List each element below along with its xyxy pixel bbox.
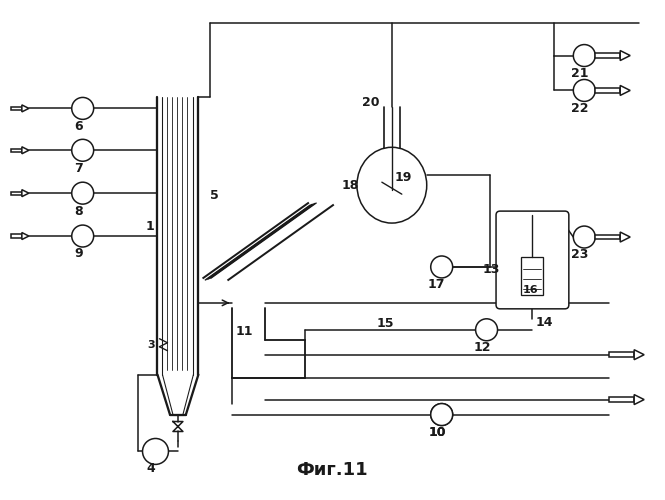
Bar [11,192,22,194]
Text: 13: 13 [482,264,499,276]
Circle shape [573,44,595,66]
Text: 7: 7 [74,162,83,174]
Text: 8: 8 [74,204,83,218]
Bar [11,234,22,238]
Bar [595,54,620,58]
Text: 11: 11 [235,326,253,338]
Text: 23: 23 [571,248,588,262]
Circle shape [573,80,595,102]
Polygon shape [620,232,630,242]
Text: 5: 5 [210,188,219,202]
Text: 20: 20 [362,96,380,109]
Bar [595,235,620,240]
Bar [609,398,634,402]
Text: 3: 3 [148,340,155,349]
Text: 14: 14 [535,316,553,330]
Polygon shape [634,394,644,404]
Circle shape [142,438,168,464]
Polygon shape [22,147,29,154]
Circle shape [72,98,94,120]
Bar [11,148,22,152]
Circle shape [431,404,453,425]
Bar [609,352,634,357]
Text: Фиг.11: Фиг.11 [296,462,368,479]
Circle shape [72,225,94,247]
Bar [11,107,22,110]
Circle shape [431,404,453,425]
Text: 22: 22 [571,102,588,115]
Text: 1: 1 [146,220,154,232]
Text: 4: 4 [146,462,155,475]
Circle shape [72,182,94,204]
Bar [521,257,543,295]
Polygon shape [22,190,29,196]
Text: 10: 10 [429,426,446,439]
Text: 16: 16 [523,285,538,295]
Text: 9: 9 [74,248,83,260]
Circle shape [573,226,595,248]
Ellipse shape [357,148,427,223]
Text: 12: 12 [474,341,491,354]
Polygon shape [22,232,29,239]
Polygon shape [22,105,29,112]
Circle shape [72,140,94,161]
Polygon shape [620,50,630,60]
Text: 6: 6 [74,120,83,133]
Polygon shape [620,86,630,96]
Text: 17: 17 [428,278,446,291]
Text: 15: 15 [376,318,394,330]
Text: 21: 21 [571,67,588,80]
Bar [595,88,620,92]
Circle shape [431,256,453,278]
Text: 18: 18 [342,178,359,192]
Polygon shape [634,350,644,360]
Text: 10: 10 [429,426,446,439]
FancyBboxPatch shape [496,211,569,309]
Circle shape [475,319,497,340]
Text: 19: 19 [395,170,412,183]
